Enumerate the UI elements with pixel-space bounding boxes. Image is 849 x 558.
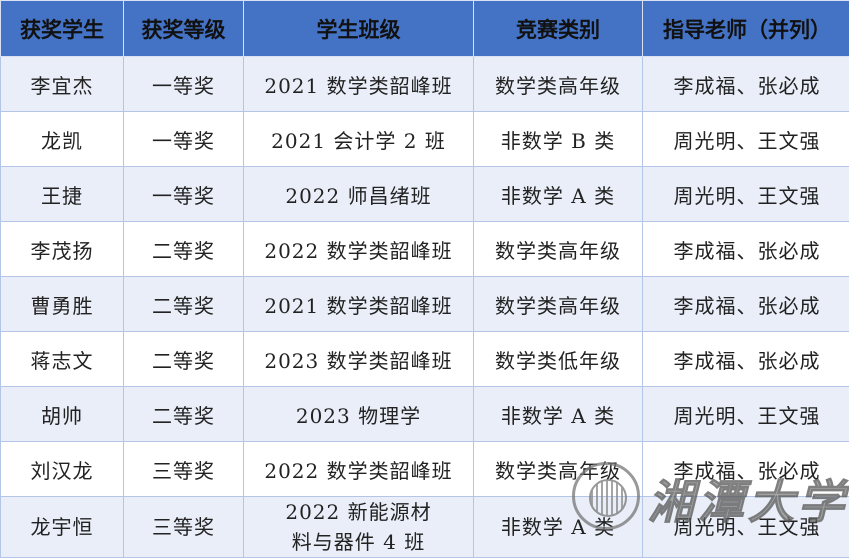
cell-award-level: 二等奖 — [124, 387, 244, 442]
cell-category: 数学类高年级 — [474, 277, 643, 332]
cell-category: 数学类高年级 — [474, 57, 643, 112]
cell-class: 2023 物理学 — [244, 387, 474, 442]
cell-class: 2022 师昌绪班 — [244, 167, 474, 222]
header-row: 获奖学生 获奖等级 学生班级 竞赛类别 指导老师（并列） — [1, 1, 849, 57]
cell-award-level: 一等奖 — [124, 167, 244, 222]
cell-advisor: 李成福、张必成 — [643, 57, 849, 112]
header-category: 竞赛类别 — [474, 1, 643, 57]
cell-advisor: 周光明、王文强 — [643, 112, 849, 167]
cell-award-level: 二等奖 — [124, 222, 244, 277]
cell-category: 数学类低年级 — [474, 332, 643, 387]
header-class: 学生班级 — [244, 1, 474, 57]
cell-category: 非数学 A 类 — [474, 387, 643, 442]
cell-advisor: 周光明、王文强 — [643, 387, 849, 442]
cell-student: 王捷 — [1, 167, 124, 222]
cell-class: 2023 数学类韶峰班 — [244, 332, 474, 387]
cell-category: 数学类高年级 — [474, 442, 643, 497]
cell-award-level: 三等奖 — [124, 497, 244, 558]
cell-advisor: 李成福、张必成 — [643, 277, 849, 332]
cell-class: 2021 会计学 2 班 — [244, 112, 474, 167]
cell-category: 非数学 A 类 — [474, 167, 643, 222]
cell-category: 非数学 B 类 — [474, 112, 643, 167]
cell-award-level: 一等奖 — [124, 57, 244, 112]
header-student: 获奖学生 — [1, 1, 124, 57]
cell-advisor: 李成福、张必成 — [643, 442, 849, 497]
header-advisor: 指导老师（并列） — [643, 1, 849, 57]
cell-student: 龙凯 — [1, 112, 124, 167]
header-award-level: 获奖等级 — [124, 1, 244, 57]
cell-class: 2022 数学类韶峰班 — [244, 442, 474, 497]
cell-student: 刘汉龙 — [1, 442, 124, 497]
cell-award-level: 三等奖 — [124, 442, 244, 497]
cell-class: 2022 数学类韶峰班 — [244, 222, 474, 277]
cell-advisor: 李成福、张必成 — [643, 332, 849, 387]
cell-award-level: 一等奖 — [124, 112, 244, 167]
cell-class: 2022 新能源材料与器件 4 班 — [244, 497, 474, 558]
cell-advisor: 周光明、王文强 — [643, 497, 849, 558]
cell-class: 2021 数学类韶峰班 — [244, 57, 474, 112]
cell-class: 2021 数学类韶峰班 — [244, 277, 474, 332]
cell-category: 非数学 A 类 — [474, 497, 643, 558]
cell-award-level: 二等奖 — [124, 332, 244, 387]
cell-advisor: 李成福、张必成 — [643, 222, 849, 277]
cell-student: 龙宇恒 — [1, 497, 124, 558]
cell-advisor: 周光明、王文强 — [643, 167, 849, 222]
cell-student: 蒋志文 — [1, 332, 124, 387]
cell-student: 曹勇胜 — [1, 277, 124, 332]
cell-student: 胡帅 — [1, 387, 124, 442]
cell-category: 数学类高年级 — [474, 222, 643, 277]
cell-student: 李宜杰 — [1, 57, 124, 112]
cell-student: 李茂扬 — [1, 222, 124, 277]
cell-award-level: 二等奖 — [124, 277, 244, 332]
